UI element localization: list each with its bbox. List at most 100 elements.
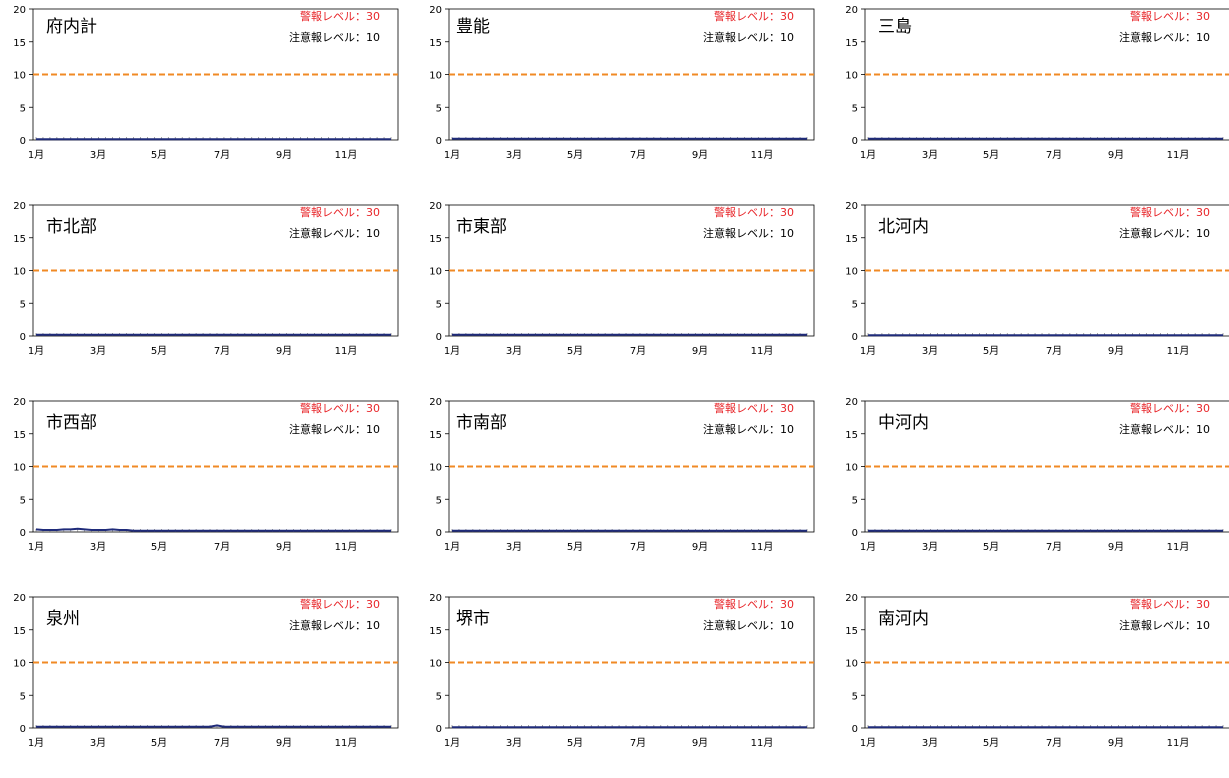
chart-panel: 0 5 10 15 20 1月 3月 5月 7月 9月 11月 豊能 警報レベル：30 注意報レベル：10	[416, 0, 816, 190]
x-tick-label: 5月	[567, 541, 583, 553]
chart-panel: 0 5 10 15 20 1月 3月 5月 7月 9月 11月 南河内 警報レベル：30 注意報レベル：1…	[832, 588, 1229, 778]
y-tick-label: 15	[429, 626, 442, 637]
y-tick-label: 10	[13, 71, 26, 82]
caution-level-label: 注意報レベル：10	[289, 619, 380, 632]
x-tick-label: 7月	[630, 737, 646, 749]
x-tick-label: 5月	[151, 541, 167, 553]
x-tick-label: 7月	[214, 345, 230, 357]
y-tick-label: 10	[13, 267, 26, 278]
chart-panel: 0 5 10 15 20 1月 3月 5月 7月 9月 11月 府内計 警報レベル：30 注意報レベル：1…	[0, 0, 400, 190]
y-tick-label: 10	[429, 71, 442, 82]
x-tick-label: 9月	[1108, 345, 1124, 357]
x-tick-label: 11月	[335, 737, 358, 749]
chart-title: 市西部	[46, 413, 97, 433]
x-tick-label: 11月	[1167, 541, 1190, 553]
y-tick-label: 10	[845, 659, 858, 670]
chart-title: 豊能	[456, 17, 490, 37]
y-tick-label: 20	[13, 593, 26, 604]
x-tick-label: 3月	[922, 345, 938, 357]
chart-panel: 0 5 10 15 20 1月 3月 5月 7月 9月 11月 市東部 警報レベル：30 注意報レベル：1…	[416, 196, 816, 386]
y-tick-label: 15	[845, 38, 858, 49]
y-tick-label: 0	[436, 528, 442, 539]
x-tick-label: 7月	[1046, 541, 1062, 553]
caution-level-label: 注意報レベル：10	[1119, 423, 1210, 436]
y-tick-label: 20	[13, 5, 26, 16]
chart-svg: 0 5 10 15 20 1月 3月 5月 7月 9月 11月	[845, 593, 1229, 749]
x-tick-label: 1月	[28, 541, 44, 553]
warning-level-label: 警報レベル：30	[1130, 598, 1210, 611]
caution-level-label: 注意報レベル：10	[1119, 227, 1210, 240]
x-tick-label: 5月	[983, 737, 999, 749]
chart-title: 府内計	[46, 17, 97, 37]
x-tick-label: 11月	[335, 149, 358, 161]
chart-panel: 0 5 10 15 20 1月 3月 5月 7月 9月 11月 堺市 警報レベル：30 注意報レベル：10	[416, 588, 816, 778]
x-tick-label: 11月	[335, 541, 358, 553]
chart-svg: 0 5 10 15 20 1月 3月 5月 7月 9月 11月	[845, 201, 1229, 357]
x-tick-label: 5月	[151, 345, 167, 357]
x-tick-label: 7月	[1046, 345, 1062, 357]
caution-level-label: 注意報レベル：10	[289, 423, 380, 436]
x-tick-label: 5月	[567, 345, 583, 357]
chart-title: 南河内	[878, 609, 929, 629]
x-tick-label: 3月	[506, 541, 522, 553]
x-tick-label: 7月	[1046, 737, 1062, 749]
y-tick-label: 15	[13, 430, 26, 441]
y-tick-label: 5	[20, 299, 26, 310]
x-tick-label: 5月	[983, 541, 999, 553]
y-tick-label: 10	[13, 463, 26, 474]
x-tick-label: 3月	[506, 737, 522, 749]
x-tick-label: 11月	[751, 345, 774, 357]
chart-svg: 0 5 10 15 20 1月 3月 5月 7月 9月 11月	[429, 593, 815, 749]
y-tick-label: 15	[429, 234, 442, 245]
x-tick-label: 1月	[28, 737, 44, 749]
y-tick-label: 15	[845, 626, 858, 637]
y-tick-label: 10	[429, 267, 442, 278]
chart-panel: 0 5 10 15 20 1月 3月 5月 7月 9月 11月 市北部 警報レベル：30 注意報レベル：1…	[0, 196, 400, 386]
y-tick-label: 20	[429, 593, 442, 604]
x-tick-label: 5月	[151, 149, 167, 161]
chart-svg: 0 5 10 15 20 1月 3月 5月 7月 9月 11月	[13, 5, 399, 161]
y-tick-label: 0	[436, 136, 442, 147]
warning-level-label: 警報レベル：30	[1130, 10, 1210, 23]
chart-svg: 0 5 10 15 20 1月 3月 5月 7月 9月 11月	[845, 5, 1229, 161]
y-tick-label: 10	[845, 267, 858, 278]
y-tick-label: 20	[845, 5, 858, 16]
y-tick-label: 0	[852, 724, 858, 735]
y-tick-label: 0	[20, 528, 26, 539]
caution-level-label: 注意報レベル：10	[703, 423, 794, 436]
chart-title: 泉州	[46, 609, 80, 629]
caution-level-label: 注意報レベル：10	[1119, 619, 1210, 632]
x-tick-label: 7月	[630, 345, 646, 357]
x-tick-label: 9月	[276, 149, 292, 161]
x-tick-label: 1月	[860, 541, 876, 553]
y-tick-label: 20	[429, 201, 442, 212]
y-tick-label: 0	[852, 528, 858, 539]
series-line	[35, 527, 391, 532]
x-tick-label: 3月	[922, 149, 938, 161]
y-tick-label: 0	[852, 332, 858, 343]
x-tick-label: 11月	[335, 345, 358, 357]
y-tick-label: 5	[852, 495, 858, 506]
warning-level-label: 警報レベル：30	[1130, 402, 1210, 415]
x-tick-label: 1月	[860, 737, 876, 749]
chart-svg: 0 5 10 15 20 1月 3月 5月 7月 9月 11月	[13, 397, 399, 553]
y-tick-label: 0	[852, 136, 858, 147]
chart-svg: 0 5 10 15 20 1月 3月 5月 7月 9月 11月	[429, 201, 815, 357]
y-tick-label: 15	[13, 626, 26, 637]
x-tick-label: 3月	[922, 737, 938, 749]
y-tick-label: 5	[436, 103, 442, 114]
x-tick-label: 9月	[692, 541, 708, 553]
x-tick-label: 1月	[444, 149, 460, 161]
x-tick-label: 9月	[1108, 541, 1124, 553]
chart-svg: 0 5 10 15 20 1月 3月 5月 7月 9月 11月	[13, 201, 399, 357]
x-tick-label: 3月	[90, 737, 106, 749]
chart-panel: 0 5 10 15 20 1月 3月 5月 7月 9月 11月 市南部 警報レベル：30 注意報レベル：1…	[416, 392, 816, 582]
x-tick-label: 9月	[1108, 737, 1124, 749]
y-tick-label: 10	[845, 71, 858, 82]
warning-level-label: 警報レベル：30	[300, 402, 380, 415]
y-tick-label: 5	[852, 103, 858, 114]
y-tick-label: 20	[13, 201, 26, 212]
y-tick-label: 15	[429, 430, 442, 441]
series-line	[36, 724, 391, 728]
y-tick-label: 5	[20, 495, 26, 506]
